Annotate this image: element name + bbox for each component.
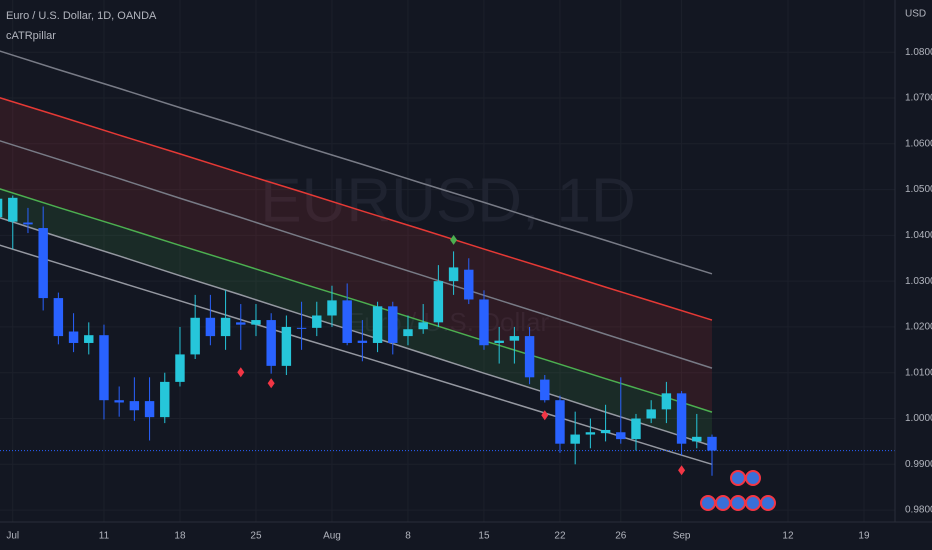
candle-body <box>342 300 352 343</box>
candle-body <box>114 400 124 403</box>
candle-body <box>524 336 535 378</box>
candle-body <box>631 418 641 440</box>
candle-body <box>8 197 18 222</box>
y-tick-label: 1.06000 <box>905 138 932 149</box>
x-tick-label: 18 <box>174 531 186 542</box>
candle-body <box>312 315 322 328</box>
candle-body <box>220 317 231 337</box>
x-tick-label: Sep <box>673 531 691 542</box>
event-badge[interactable] <box>745 495 761 511</box>
event-badge[interactable] <box>700 495 716 511</box>
x-tick-label: 11 <box>99 531 110 542</box>
y-tick-label: 0.99000 <box>905 459 932 470</box>
candle-body <box>190 317 200 355</box>
event-badges <box>700 470 776 511</box>
candle-body <box>53 298 64 337</box>
y-tick-label: 1.02000 <box>905 322 932 333</box>
x-tick-label: 15 <box>478 531 490 542</box>
event-badge[interactable] <box>715 495 731 511</box>
candle-body <box>661 393 672 410</box>
indicator-line <box>0 97 713 321</box>
signal-marker <box>541 410 549 421</box>
candle-body <box>570 434 580 444</box>
symbol-title[interactable]: Euro / U.S. Dollar, 1D, OANDA <box>6 10 157 22</box>
candle-body <box>388 306 398 343</box>
y-tick-label: 1.01000 <box>905 367 932 378</box>
indicator-line <box>0 188 713 413</box>
signal-marker <box>267 378 275 389</box>
candle-body <box>509 336 520 341</box>
candle-body <box>646 409 656 419</box>
event-badge[interactable] <box>760 495 776 511</box>
candle-body <box>464 269 474 300</box>
y-tick-label: 1.04000 <box>905 230 932 241</box>
indicator-line <box>0 50 713 275</box>
candle-body <box>479 299 489 346</box>
candle-body <box>23 222 33 225</box>
indicator-line <box>0 140 713 369</box>
watermark: EURUSD, 1D <box>260 166 636 235</box>
signal-marker <box>237 367 245 378</box>
signal-marker <box>678 465 686 476</box>
candle-body <box>448 267 459 282</box>
indicator-name[interactable]: cATRpillar <box>6 30 56 42</box>
candle-body <box>327 300 337 316</box>
candle-body <box>129 401 140 411</box>
y-tick-label: 1.08000 <box>905 47 932 58</box>
event-badge[interactable] <box>730 495 746 511</box>
event-badge[interactable] <box>745 470 761 486</box>
candle-body <box>99 335 109 401</box>
signal-marker <box>450 234 458 245</box>
candle-body <box>236 322 246 325</box>
candle-body <box>585 432 596 435</box>
y-tick-label: 1.00000 <box>905 413 932 424</box>
candle-body <box>676 393 687 444</box>
candle-body <box>494 340 504 343</box>
candle-body <box>616 432 626 440</box>
x-tick-label: 25 <box>250 531 262 542</box>
x-tick-label: 12 <box>782 531 794 542</box>
candle-body <box>281 326 292 366</box>
y-tick-label: 1.03000 <box>905 276 932 287</box>
candle-body <box>84 335 94 343</box>
candle-body <box>555 400 565 444</box>
candle-body <box>205 317 216 337</box>
x-tick-label: 26 <box>615 531 627 542</box>
candle-body <box>175 354 185 382</box>
event-badge[interactable] <box>730 470 746 486</box>
y-tick-label: 0.98000 <box>905 505 932 516</box>
candle-body <box>296 327 307 329</box>
candle-body <box>266 320 276 366</box>
band-fill <box>0 188 712 446</box>
candle-body <box>251 320 261 325</box>
y-tick-label: 1.05000 <box>905 184 932 195</box>
candle-body <box>160 381 170 418</box>
candle-body <box>433 281 444 323</box>
candle-body <box>144 401 155 418</box>
candle-body <box>38 228 48 299</box>
x-tick-label: 19 <box>858 531 870 542</box>
candle-body <box>540 379 550 401</box>
y-tick-label: 1.07000 <box>905 93 932 104</box>
candle-body <box>707 436 717 451</box>
x-tick-label: 8 <box>405 531 411 542</box>
candle-body <box>0 198 3 218</box>
candle-body <box>372 306 383 343</box>
currency-label: USD <box>905 9 926 20</box>
candle-body <box>68 331 79 343</box>
candle-body <box>692 436 702 442</box>
candle-body <box>403 329 413 337</box>
candle-body <box>357 340 368 343</box>
x-tick-label: Aug <box>323 531 341 542</box>
candle-body <box>600 429 611 434</box>
x-tick-label: Jul <box>6 531 19 542</box>
candle-body <box>418 322 428 330</box>
x-tick-label: 22 <box>554 531 566 542</box>
plot-area <box>0 50 895 476</box>
